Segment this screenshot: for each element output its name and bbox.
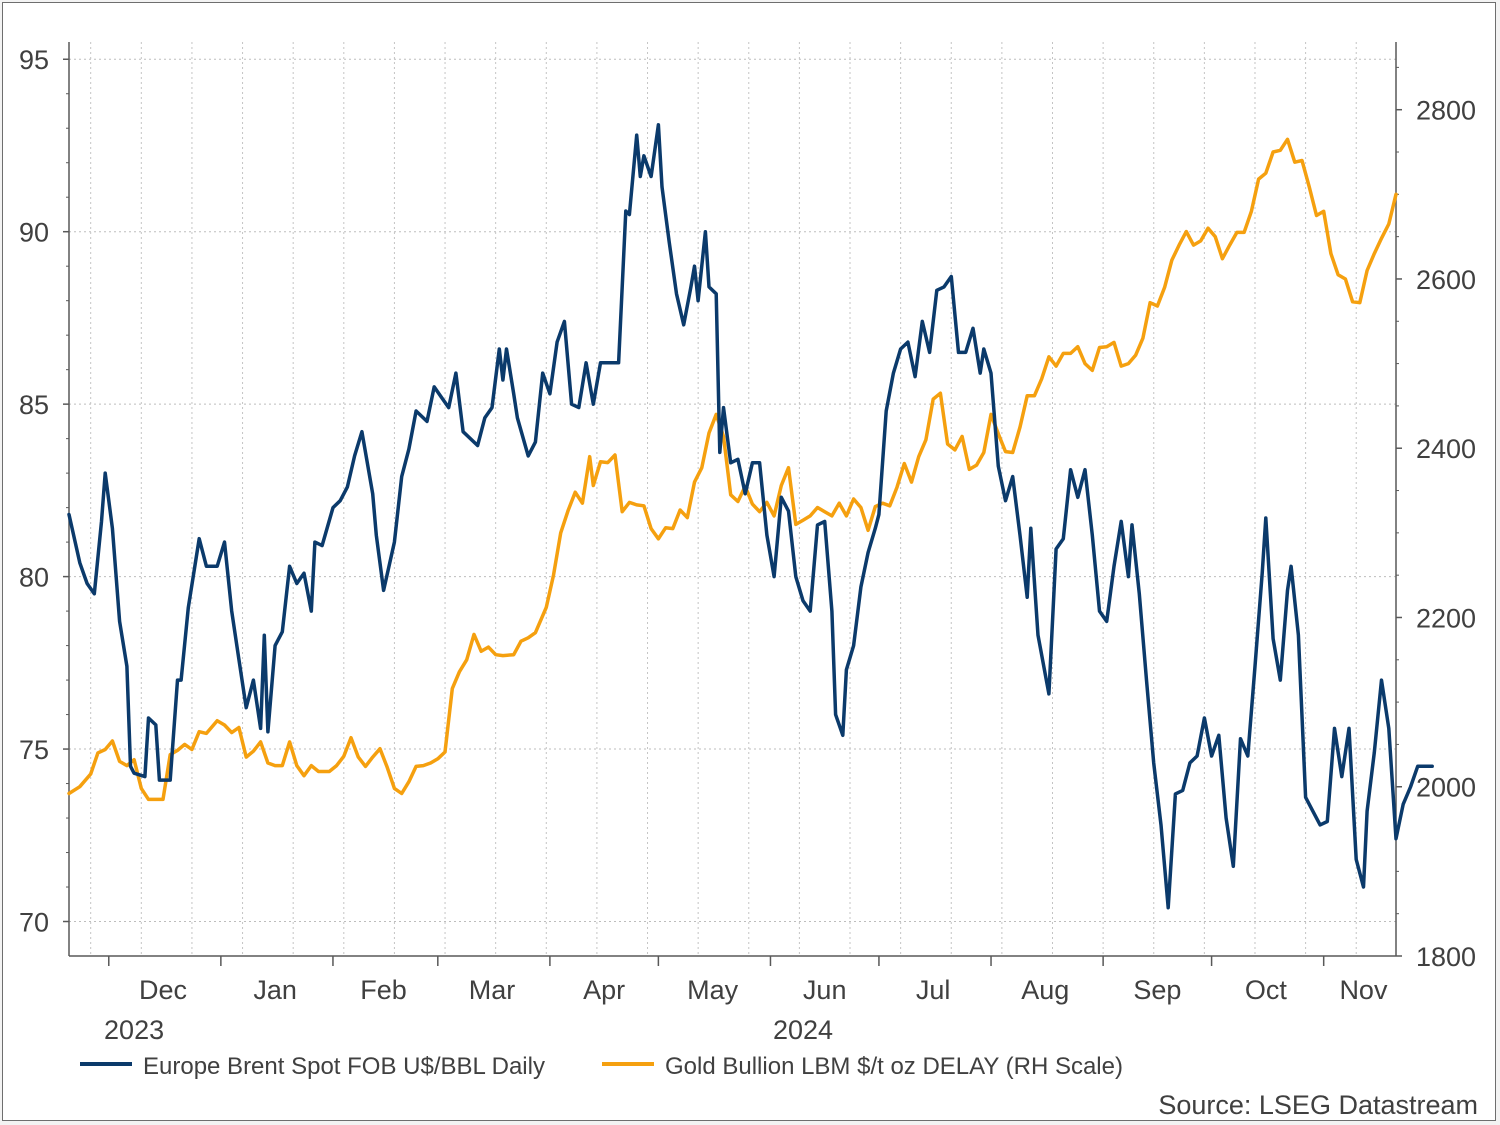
- brent-line: [67, 123, 1434, 910]
- right-tick-label: 1800: [1416, 942, 1476, 972]
- x-tick-label-dec: Dec: [139, 975, 187, 1005]
- right-tick-label: 2400: [1416, 434, 1476, 464]
- grid: [69, 42, 1396, 956]
- source-note: Source: LSEG Datastream: [1158, 1090, 1478, 1120]
- x-tick-label-jun: Jun: [803, 975, 847, 1005]
- series-lines: [67, 123, 1434, 910]
- year-label-2023: 2023: [104, 1015, 164, 1045]
- left-tick-label: 95: [19, 45, 49, 75]
- x-tick-label-may: May: [687, 975, 739, 1005]
- legend-item-brent-label: Europe Brent Spot FOB U$/BBL Daily: [143, 1053, 545, 1080]
- x-tick-label-jan: Jan: [253, 975, 297, 1005]
- x-tick-label-nov: Nov: [1339, 975, 1388, 1005]
- right-tick-label: 2200: [1416, 603, 1476, 633]
- left-tick-label: 85: [19, 390, 49, 420]
- left-tick-label: 70: [19, 908, 49, 938]
- left-tick-label: 80: [19, 563, 49, 593]
- x-tick-label-aug: Aug: [1021, 975, 1069, 1005]
- x-tick-label-feb: Feb: [360, 975, 407, 1005]
- right-tick-label: 2000: [1416, 773, 1476, 803]
- axes: 70 75 80 85 90 95 1800 2000 2200 2400 2600 2800 Dec J…: [19, 42, 1476, 1045]
- left-tick-label: 90: [19, 218, 49, 248]
- left-tick-label: 75: [19, 735, 49, 765]
- x-tick-label-sep: Sep: [1133, 975, 1181, 1005]
- x-tick-label-jul: Jul: [916, 975, 951, 1005]
- right-tick-label: 2800: [1416, 96, 1476, 126]
- plot-area: [69, 42, 1396, 956]
- x-tick-label-apr: Apr: [583, 975, 625, 1005]
- x-tick-label-oct: Oct: [1245, 975, 1288, 1005]
- x-tick-label-mar: Mar: [469, 975, 516, 1005]
- legend: Europe Brent Spot FOB U$/BBL Daily Gold B…: [80, 1053, 1123, 1080]
- gold-line: [67, 137, 1398, 802]
- legend-item-gold-label: Gold Bullion LBM $/t oz DELAY (RH Scale): [665, 1053, 1123, 1080]
- right-tick-label: 2600: [1416, 265, 1476, 295]
- year-label-2024: 2024: [773, 1015, 833, 1045]
